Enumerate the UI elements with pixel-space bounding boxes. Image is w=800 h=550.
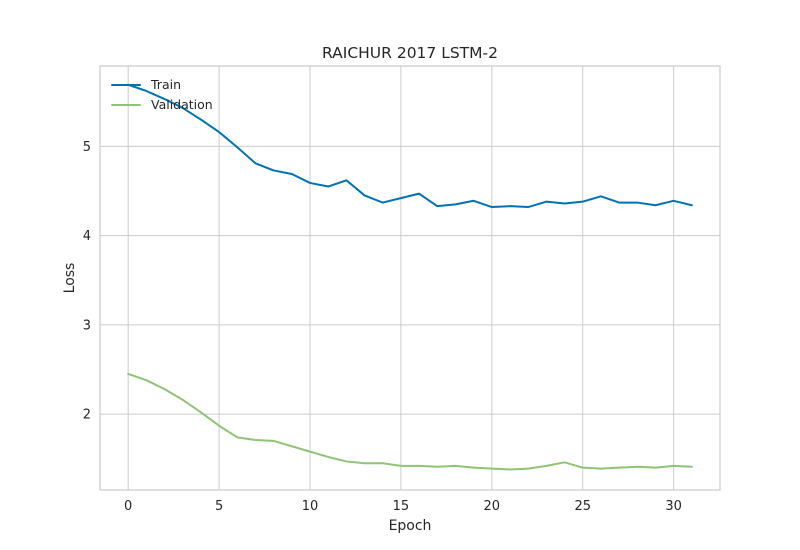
x-axis-label: Epoch [389, 518, 432, 534]
y-tick-label: 4 [83, 229, 91, 244]
x-tick-label: 15 [393, 499, 410, 514]
y-gridlines [100, 145, 720, 415]
legend-label-train: Train [150, 77, 181, 92]
series-line-validation [127, 372, 693, 471]
x-tick-labels: 0 5 10 15 20 25 30 [124, 499, 682, 514]
x-tick-label: 10 [302, 499, 319, 514]
x-tick-label: 25 [574, 499, 591, 514]
y-tick-label: 3 [83, 318, 91, 333]
legend: Train Validation [111, 77, 213, 112]
x-tick-label: 20 [484, 499, 501, 514]
x-gridlines [127, 66, 675, 490]
y-axis-label: Loss [62, 263, 78, 294]
legend-label-validation: Validation [151, 97, 213, 112]
chart-title: RAICHUR 2017 LSTM-2 [322, 44, 498, 62]
x-tick-label: 30 [665, 499, 682, 514]
y-tick-label: 2 [83, 408, 91, 423]
series-layer [127, 83, 693, 471]
x-tick-label: 5 [215, 499, 223, 514]
x-tick-label: 0 [124, 499, 132, 514]
series-line-train [127, 83, 693, 209]
y-tick-labels: 2 3 4 5 [83, 140, 91, 423]
y-tick-label: 5 [83, 140, 91, 155]
plot-frame [99, 65, 721, 491]
